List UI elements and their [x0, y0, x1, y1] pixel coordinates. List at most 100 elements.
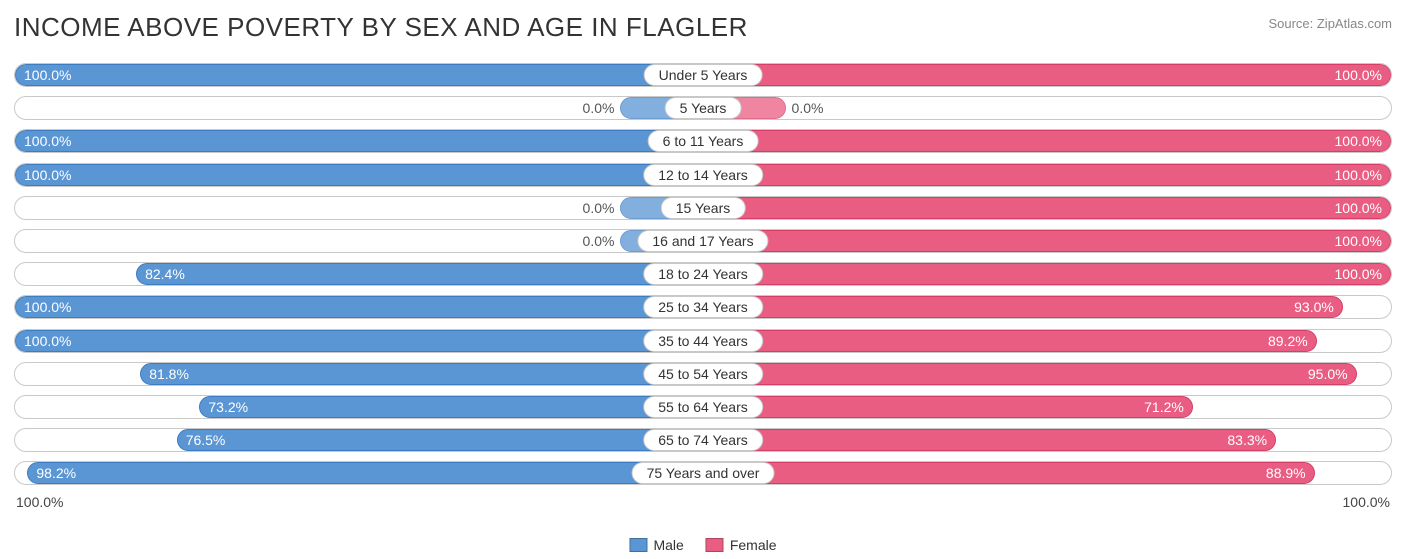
male-track: 0.0%: [15, 197, 703, 219]
male-track: 76.5%: [15, 429, 703, 451]
female-track: 100.0%: [703, 130, 1391, 152]
female-value-label: 100.0%: [1335, 167, 1382, 183]
male-track: 0.0%: [15, 230, 703, 252]
age-group-label: 5 Years: [665, 97, 742, 119]
age-group-label: 16 and 17 Years: [637, 230, 768, 252]
male-value-label: 100.0%: [24, 333, 71, 349]
female-track: 100.0%: [703, 64, 1391, 86]
chart-row: 100.0%100.0%12 to 14 Years: [14, 163, 1392, 187]
female-value-label: 100.0%: [1335, 266, 1382, 282]
male-bar: 98.2%: [27, 462, 703, 484]
diverging-bar-chart: 100.0% 100.0% Under 5 Years 0.0% 0.0% 5 Years…: [14, 63, 1392, 485]
male-track: 73.2%: [15, 396, 703, 418]
male-track: 82.4%: [15, 263, 703, 285]
age-group-label: Under 5 Years: [644, 64, 763, 86]
female-track: 83.3%: [703, 429, 1391, 451]
male-value-label: 0.0%: [583, 100, 615, 116]
female-bar: 93.0%: [703, 296, 1343, 318]
male-track: 81.8%: [15, 363, 703, 385]
female-track: 95.0%: [703, 363, 1391, 385]
male-track: 100.0%: [15, 296, 703, 318]
age-group-label: 75 Years and over: [632, 462, 775, 484]
age-group-label: 18 to 24 Years: [643, 263, 763, 285]
age-group-label: 45 to 54 Years: [643, 363, 763, 385]
female-track: 100.0%: [703, 164, 1391, 186]
legend-swatch: [706, 538, 724, 552]
age-group-label: 55 to 64 Years: [643, 396, 763, 418]
female-value-label: 83.3%: [1227, 432, 1267, 448]
female-value-label: 93.0%: [1294, 299, 1334, 315]
chart-row: 0.0% 100.0% 16 and 17 Years: [14, 229, 1392, 253]
male-bar: 82.4%: [136, 263, 703, 285]
female-value-label: 0.0%: [792, 100, 824, 116]
female-bar: 100.0%: [703, 164, 1391, 186]
female-track: 89.2%: [703, 330, 1391, 352]
legend-label: Male: [653, 537, 683, 553]
male-track: 98.2%: [15, 462, 703, 484]
male-bar: 100.0%: [15, 296, 703, 318]
age-group-label: 6 to 11 Years: [648, 130, 759, 152]
chart-row: 73.2% 71.2% 55 to 64 Years: [14, 395, 1392, 419]
female-track: 100.0%: [703, 230, 1391, 252]
female-bar: 100.0%: [703, 197, 1391, 219]
chart-row: 98.2% 88.9% 75 Years and over: [14, 461, 1392, 485]
female-value-label: 95.0%: [1308, 366, 1348, 382]
age-group-label: 65 to 74 Years: [643, 429, 763, 451]
male-value-label: 0.0%: [583, 200, 615, 216]
female-bar: 95.0%: [703, 363, 1357, 385]
axis-left-label: 100.0%: [16, 494, 63, 510]
legend-label: Female: [730, 537, 777, 553]
female-bar: 100.0%: [703, 130, 1391, 152]
male-value-label: 98.2%: [36, 465, 76, 481]
male-bar: 100.0%: [15, 330, 703, 352]
female-value-label: 100.0%: [1335, 67, 1382, 83]
male-bar: 81.8%: [140, 363, 703, 385]
male-value-label: 100.0%: [24, 299, 71, 315]
female-bar: 88.9%: [703, 462, 1315, 484]
female-bar: 100.0%: [703, 230, 1391, 252]
female-bar: 100.0%: [703, 64, 1391, 86]
male-value-label: 81.8%: [149, 366, 189, 382]
male-bar: 100.0%: [15, 130, 703, 152]
legend: Male Female: [629, 537, 776, 553]
age-group-label: 15 Years: [661, 197, 746, 219]
female-track: 0.0%: [703, 97, 1391, 119]
female-value-label: 100.0%: [1335, 233, 1382, 249]
chart-row: 0.0% 0.0% 5 Years: [14, 96, 1392, 120]
male-track: 100.0%: [15, 130, 703, 152]
male-value-label: 100.0%: [24, 133, 71, 149]
male-track: 100.0%: [15, 330, 703, 352]
female-bar: 83.3%: [703, 429, 1276, 451]
chart-row: 81.8% 95.0% 45 to 54 Years: [14, 362, 1392, 386]
chart-row: 100.0%89.2%35 to 44 Years: [14, 329, 1392, 353]
age-group-label: 25 to 34 Years: [643, 296, 763, 318]
male-bar: 76.5%: [177, 429, 703, 451]
female-track: 100.0%: [703, 197, 1391, 219]
male-value-label: 0.0%: [583, 233, 615, 249]
legend-swatch: [629, 538, 647, 552]
female-track: 88.9%: [703, 462, 1391, 484]
female-track: 71.2%: [703, 396, 1391, 418]
male-bar: 100.0%: [15, 64, 703, 86]
chart-row: 76.5% 83.3% 65 to 74 Years: [14, 428, 1392, 452]
chart-row: 100.0% 93.0% 25 to 34 Years: [14, 295, 1392, 319]
male-value-label: 100.0%: [24, 167, 71, 183]
chart-row: 100.0% 100.0% Under 5 Years: [14, 63, 1392, 87]
chart-row: 82.4% 100.0% 18 to 24 Years: [14, 262, 1392, 286]
male-value-label: 100.0%: [24, 67, 71, 83]
chart-row: 100.0% 100.0% 6 to 11 Years: [14, 129, 1392, 153]
female-value-label: 100.0%: [1335, 133, 1382, 149]
male-value-label: 82.4%: [145, 266, 185, 282]
female-value-label: 100.0%: [1335, 200, 1382, 216]
female-value-label: 89.2%: [1268, 333, 1308, 349]
male-bar: 100.0%: [15, 164, 703, 186]
female-value-label: 88.9%: [1266, 465, 1306, 481]
male-track: 100.0%: [15, 164, 703, 186]
chart-row: 0.0% 100.0% 15 Years: [14, 196, 1392, 220]
female-bar: 71.2%: [703, 396, 1193, 418]
legend-item: Female: [706, 537, 777, 553]
female-bar: 100.0%: [703, 263, 1391, 285]
female-value-label: 71.2%: [1144, 399, 1184, 415]
male-track: 0.0%: [15, 97, 703, 119]
male-value-label: 76.5%: [186, 432, 226, 448]
